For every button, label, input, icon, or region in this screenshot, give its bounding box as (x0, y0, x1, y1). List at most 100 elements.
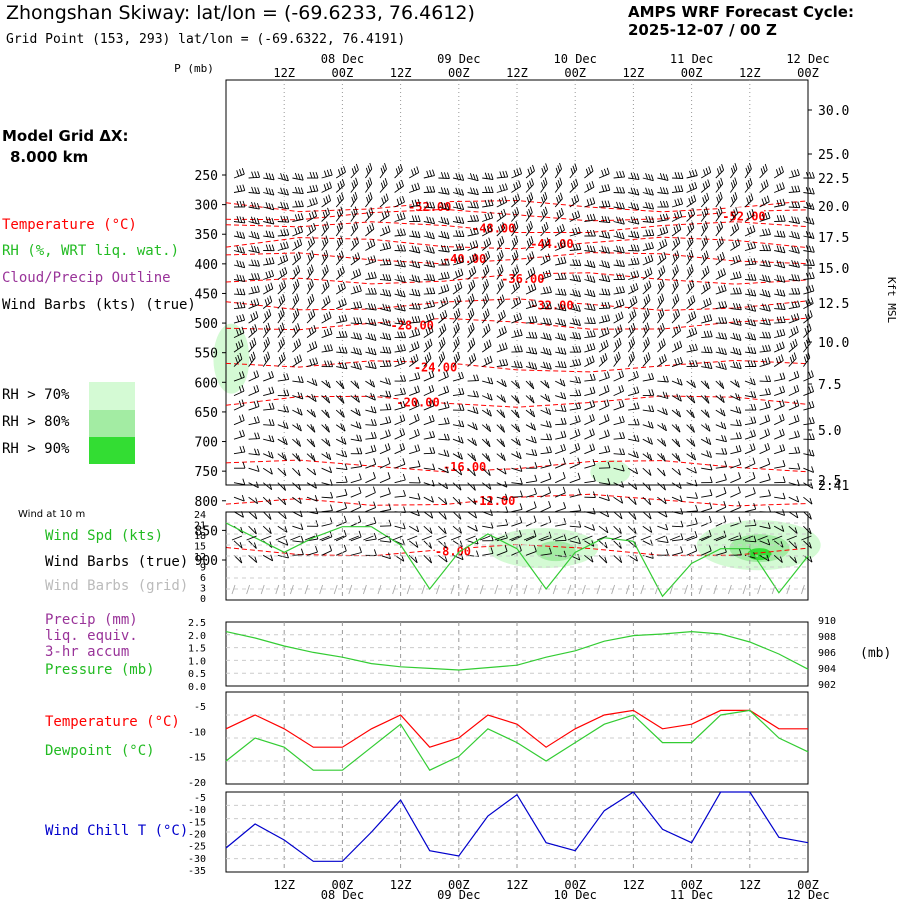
wind-barb-feather (338, 237, 342, 245)
wind-barb-feather (765, 244, 769, 251)
wind-barb-feather (805, 286, 809, 293)
wind-barb (788, 279, 800, 282)
wind-barb (452, 287, 463, 295)
wind-barb-feather (607, 288, 611, 296)
wind-barb-feather (469, 310, 473, 317)
precip-tick: 2.0 (188, 631, 206, 642)
wind-barb-feather (776, 330, 780, 337)
wind-barb-feather (469, 295, 473, 303)
wind-barb-feather (454, 298, 458, 306)
wind-barb-feather (544, 191, 548, 199)
wind-barb-feather (636, 173, 640, 180)
height-level-label: 2.5 (818, 474, 841, 489)
wind-barb-feather (619, 448, 623, 455)
wind-barb-feather (592, 290, 596, 297)
wind-barb-feather (300, 536, 304, 543)
wind-barb (613, 221, 625, 225)
wind-barb-feather (721, 434, 725, 442)
wind-barb-feather (461, 230, 465, 237)
wind-barb-feather (651, 202, 655, 210)
wind-barb (788, 554, 797, 564)
wind-barb-feather (738, 516, 742, 523)
wind-barb-feather (562, 379, 566, 387)
wind-barb-feather (469, 325, 473, 332)
wind-barb-feather (692, 440, 696, 447)
wind-barb-feather (530, 268, 533, 276)
wind-barb (788, 206, 800, 209)
wind-barb (496, 189, 508, 193)
wind-barb-feather (716, 168, 720, 175)
grid-wind-barb (567, 584, 572, 595)
wind-barb-feather (283, 242, 286, 249)
wind-barb (540, 424, 552, 428)
wind-barb-feather (808, 513, 812, 520)
wind-barb (423, 405, 435, 411)
wind-barb-feather (630, 187, 634, 194)
wind-barb-feather (657, 312, 661, 320)
wind-barb-feather (678, 482, 682, 489)
wind-barb-feather (265, 353, 269, 361)
wind-barb-feather (516, 397, 520, 404)
wind-barb-feather (735, 347, 739, 355)
wind-barb-feather (257, 171, 261, 178)
date-label-top: 10 Dec (554, 52, 597, 66)
wind-barb-feather (339, 395, 343, 402)
wind-barb-feather (737, 394, 741, 401)
wind-barb-feather (396, 183, 400, 190)
wind-barb (759, 420, 770, 426)
wind-barb-feather (702, 197, 706, 204)
wind-barb-feather (721, 317, 725, 324)
wind-barb-feather (797, 232, 800, 239)
wind-barb-feather (651, 405, 655, 412)
kft-msl-label: Kft MSL (885, 277, 898, 324)
wind-barb (730, 308, 742, 311)
wind-barb (511, 173, 522, 179)
wind-barb-feather (767, 457, 771, 465)
wind-barb-feather (314, 482, 317, 489)
wind-barb-feather (795, 325, 799, 333)
wind-barb (759, 479, 771, 484)
wind-barb-feather (312, 198, 316, 205)
wind-barb (759, 495, 771, 498)
wind-barb-feather (648, 469, 652, 476)
wind-barb-feather (513, 299, 517, 307)
wind-barb (584, 419, 595, 426)
wind-barb-feather (253, 217, 257, 224)
wind-barb-feather (738, 303, 742, 310)
wind-barb (408, 554, 418, 564)
wind-barb-feather (680, 185, 684, 192)
wind-barb-feather (562, 223, 565, 231)
wind-barb-feather (618, 416, 622, 423)
wind-barb-feather (355, 221, 359, 228)
wind-barb-feather (300, 523, 304, 530)
wind-barb (409, 346, 420, 353)
wind-barb-feather (502, 310, 506, 317)
wind-barb-feather (604, 216, 608, 223)
wind-barb-feather (604, 315, 608, 322)
wind-barb (774, 405, 785, 411)
wind-barb-feather (429, 201, 433, 208)
wind-barb-feather (487, 455, 491, 462)
surface-wind-barb (509, 535, 520, 541)
wind-barb-feather (689, 360, 693, 367)
surface-wind-barb (392, 535, 403, 541)
wind-barb-feather (809, 497, 813, 505)
wind-barb (642, 409, 654, 413)
wind-barb (613, 525, 622, 535)
wind-barb-feather (489, 394, 493, 401)
wind-barb (715, 366, 727, 370)
wind-barb (598, 405, 610, 411)
wind-barb-feather (592, 304, 596, 311)
wind-barb (642, 378, 654, 382)
wind-barb-feather (340, 220, 343, 228)
wind-barb (642, 358, 651, 367)
wind-barb (452, 453, 463, 460)
wind-barb-feather (614, 356, 618, 363)
wind-barb-feather (747, 227, 750, 235)
wind-barb (277, 467, 287, 477)
wind-barb-feather (694, 327, 698, 334)
wind-barb (569, 264, 581, 267)
wind-barb-feather (528, 238, 532, 245)
wind-barb-feather (400, 260, 403, 267)
wind-barb-feather (534, 299, 538, 306)
